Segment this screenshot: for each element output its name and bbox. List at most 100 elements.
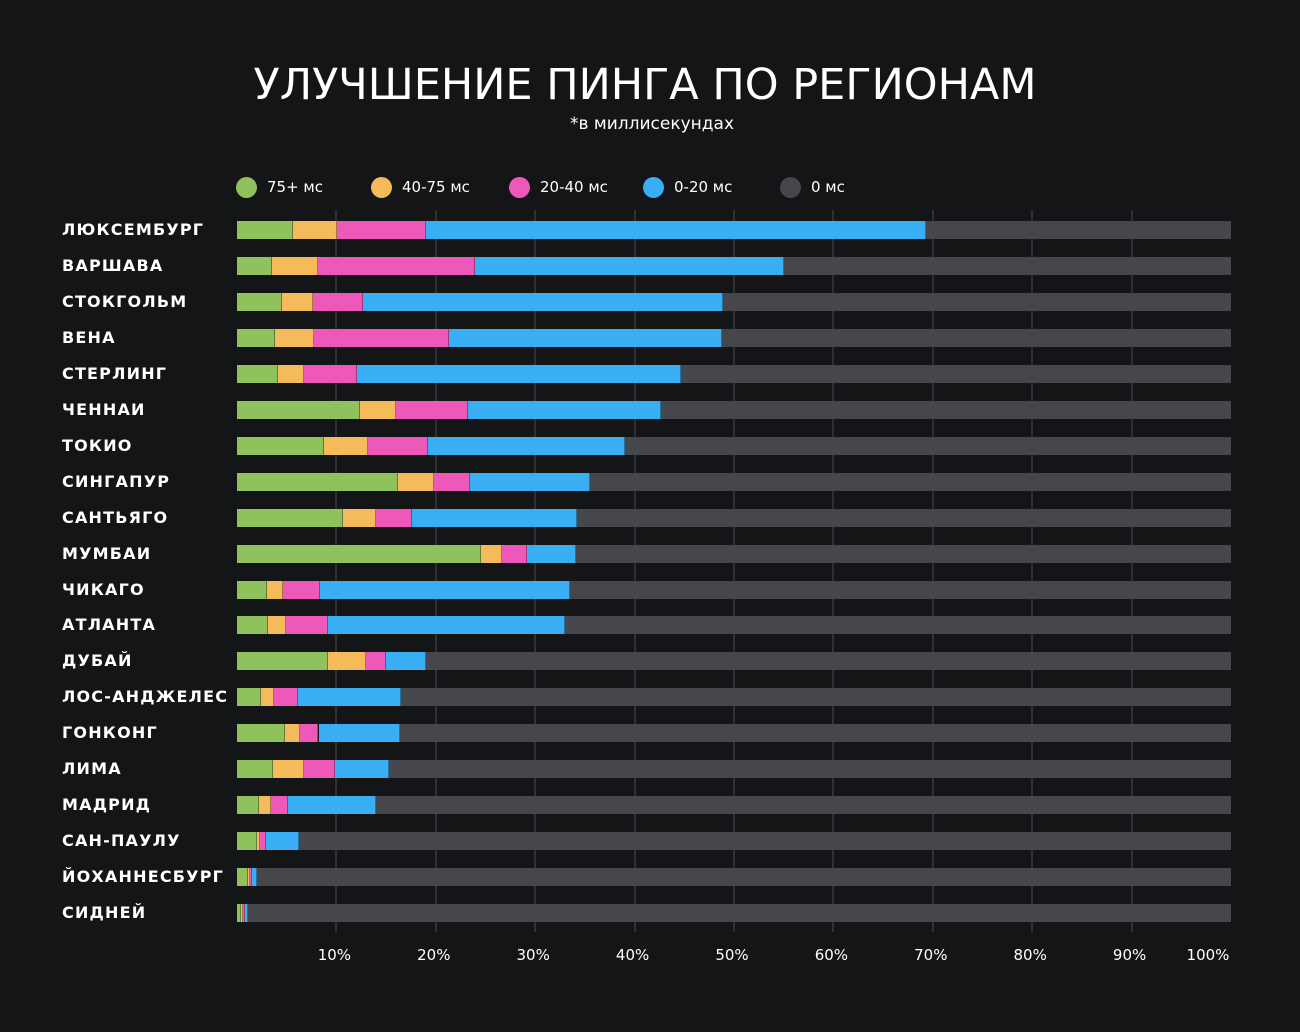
category-label: СТОКГОЛЬМ: [62, 291, 188, 311]
x-tick-label: 60%: [814, 946, 849, 964]
bar-segment: [343, 508, 377, 527]
bar-segment: [589, 472, 1231, 491]
bar-segment: [237, 508, 344, 527]
bar-segment: [575, 544, 1231, 563]
bar-segment: [376, 796, 1231, 815]
legend-item: 40-75 мс: [371, 176, 470, 198]
bar-segment: [247, 904, 1231, 923]
bar-segment: [274, 328, 314, 347]
bar-segment: [527, 544, 576, 563]
category-label: ТОКИО: [62, 435, 133, 455]
bar-segment: [303, 364, 358, 383]
gridline: [633, 210, 636, 932]
bar-segment: [318, 724, 400, 743]
bar-segment: [282, 580, 321, 599]
bar-segment: [320, 580, 570, 599]
bar-segment: [272, 760, 304, 779]
legend-item: 75+ мс: [236, 176, 323, 198]
gridline: [1130, 210, 1133, 932]
bar-segment: [303, 760, 336, 779]
gridline: [1031, 210, 1034, 932]
x-tick-label: 20%: [417, 946, 451, 964]
bar-segment: [624, 436, 1231, 455]
bar-segment: [256, 832, 260, 851]
bar-segment: [427, 436, 625, 455]
bar-segment: [324, 436, 369, 455]
bar-segment: [299, 724, 319, 743]
legend-label: 75+ мс: [267, 178, 323, 196]
bar-segment: [576, 508, 1231, 527]
bar-segment: [425, 652, 1231, 671]
bar-segment: [237, 832, 257, 851]
category-label: САНТЬЯГО: [62, 507, 169, 527]
category-label: ВАРШАВА: [62, 255, 164, 275]
bar-segment: [328, 616, 565, 635]
bar-segment: [237, 221, 293, 239]
x-tick-label: 90%: [1112, 946, 1147, 964]
category-label: ЛИМА: [62, 759, 122, 779]
bar-segment: [357, 364, 682, 383]
bar-segment: [469, 472, 590, 491]
bar-segment: [247, 868, 250, 887]
bar-segment: [256, 868, 1231, 887]
x-tick-label: 40%: [615, 946, 650, 964]
category-label: ЙОХАННЕСБУРГ: [62, 867, 225, 887]
bar-segment: [237, 796, 259, 815]
gridline: [931, 210, 934, 932]
bar-segment: [722, 328, 1231, 347]
bar-segment: [298, 832, 1231, 851]
bar-segment: [266, 580, 283, 599]
bar-segment: [363, 292, 724, 311]
x-tick-label: 50%: [715, 946, 749, 964]
bar-segment: [398, 472, 434, 491]
bar-segment: [448, 328, 723, 347]
bar-segment: [569, 580, 1231, 599]
bar-segment: [237, 616, 268, 635]
x-tick-label: 70%: [914, 946, 948, 964]
bar-segment: [389, 760, 1231, 779]
bar-segment: [271, 256, 318, 275]
bar-segment: [267, 616, 286, 635]
bar-segment: [681, 364, 1231, 383]
category-label: ВЕНА: [62, 327, 116, 347]
bar-segment: [401, 688, 1231, 707]
bar-segment: [360, 400, 397, 419]
legend-item: 20-40 мс: [509, 176, 608, 198]
chart-title: УЛУЧШЕНИЕ ПИНГА ПО РЕГИОНАМ: [253, 60, 1037, 110]
bar-segment: [411, 508, 577, 527]
bar-segment: [925, 221, 1231, 239]
bar-segment: [258, 796, 271, 815]
bar-segment: [366, 652, 387, 671]
bar-segment: [335, 760, 390, 779]
bar-segment: [270, 796, 288, 815]
legend-label: 20-40 мс: [540, 178, 608, 196]
category-label: ГОНКОНГ: [62, 723, 158, 743]
bar-segment: [240, 904, 243, 923]
bar-segment: [723, 292, 1231, 311]
legend-swatch: [780, 176, 801, 198]
bar-segment: [237, 652, 329, 671]
bar-segment: [285, 616, 329, 635]
bar-segment: [237, 436, 325, 455]
legend-item: 0 мс: [780, 176, 845, 198]
category-label: ЧЕННАИ: [62, 399, 146, 419]
legend-item: 0-20 мс: [643, 176, 732, 198]
bar-segment: [292, 221, 338, 239]
gridline: [434, 210, 437, 932]
bar-segment: [433, 472, 470, 491]
category-label: МУМБАИ: [62, 543, 152, 563]
category-label: СИНГАПУР: [62, 471, 171, 491]
category-label: ДУБАЙ: [62, 651, 133, 671]
legend-swatch: [643, 176, 664, 198]
bar-segment: [467, 400, 662, 419]
bar-segment: [259, 832, 266, 851]
bar-segment: [287, 796, 377, 815]
bar-segment: [313, 328, 449, 347]
bar-segment: [565, 616, 1231, 635]
bar-segment: [312, 292, 364, 311]
category-label: МАДРИД: [62, 795, 152, 815]
legend-swatch: [371, 176, 392, 198]
category-label: ЛЮКСЕМБУРГ: [62, 220, 205, 239]
bar-segment: [297, 688, 401, 707]
gridline: [534, 210, 537, 932]
